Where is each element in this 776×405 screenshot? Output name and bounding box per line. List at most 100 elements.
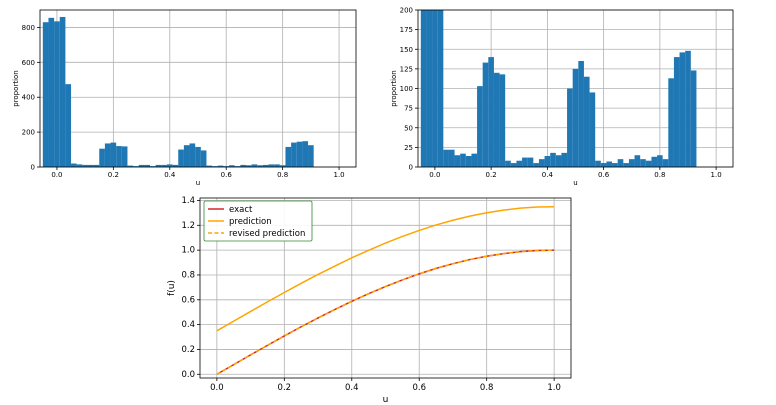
histogram-bar xyxy=(668,78,674,167)
histogram-bar xyxy=(172,164,179,167)
legend-box xyxy=(203,200,313,242)
histogram-bar xyxy=(42,22,49,168)
histogram-bar xyxy=(302,141,309,167)
axes-frame xyxy=(199,197,572,379)
histogram-bar xyxy=(183,145,190,167)
y-tick-label: 0.6 xyxy=(181,295,195,305)
y-tick-label: 25 xyxy=(404,144,413,152)
histogram-bar xyxy=(477,86,483,167)
y-tick-label: 1.0 xyxy=(181,246,195,256)
x-axis-label: u xyxy=(573,179,577,187)
histogram-bar xyxy=(555,155,562,167)
histogram-left: 0.0 0.2 0.4 0.6 0.8 1.0 0 200 400 600 800 u propo… xyxy=(12,9,357,187)
histogram-bar xyxy=(673,57,680,167)
histogram-bar xyxy=(595,160,601,167)
histogram-bar xyxy=(471,153,478,167)
histogram-bar xyxy=(432,10,438,167)
histogram-bar xyxy=(54,21,60,168)
y-tick-label: 0.4 xyxy=(181,320,195,330)
x-ticks: 0.0 0.2 0.4 0.6 0.8 1.0 xyxy=(429,167,722,179)
x-ticks: 0.0 0.2 0.4 0.6 0.8 1.0 xyxy=(51,167,345,179)
y-ticks: 0 200 400 600 800 xyxy=(22,24,40,172)
histogram-bar xyxy=(206,165,213,167)
histogram-bar xyxy=(308,145,314,167)
series-line-revised-prediction xyxy=(216,249,555,375)
histogram-bar xyxy=(138,164,145,167)
histogram-bar xyxy=(606,161,613,167)
histogram-bar xyxy=(59,16,66,167)
histogram-bar xyxy=(251,164,258,167)
y-tick-label: 600 xyxy=(22,59,35,67)
x-axis-label: u xyxy=(383,395,389,405)
axes-frame xyxy=(39,9,357,168)
y-tick-label: 150 xyxy=(400,46,413,54)
histogram-bar xyxy=(155,164,162,167)
y-tick-label: 800 xyxy=(22,24,35,32)
histogram-bar xyxy=(460,153,466,167)
histogram-bar xyxy=(87,164,94,167)
histogram-bar xyxy=(426,10,433,167)
y-tick-label: 75 xyxy=(404,105,413,113)
histogram-bar xyxy=(589,92,596,167)
x-tick-label: 1.0 xyxy=(334,171,345,179)
x-tick-label: 0.8 xyxy=(654,171,665,179)
legend-label: prediction xyxy=(229,217,272,227)
x-tick-label: 0.4 xyxy=(345,383,359,393)
histogram-bar xyxy=(291,142,297,167)
histogram-bar xyxy=(493,72,500,167)
histogram-bar xyxy=(572,68,579,167)
histogram-bar xyxy=(189,143,196,167)
y-tick-label: 1.4 xyxy=(181,196,195,206)
histogram-bar xyxy=(640,159,646,167)
legend-label: exact xyxy=(229,205,253,215)
x-tick-label: 0.0 xyxy=(210,383,224,393)
histogram-right: 0.0 0.2 0.4 0.6 0.8 1.0 0 25 50 75 100 125 150 175 20… xyxy=(390,7,734,187)
histogram-bar xyxy=(161,164,167,167)
y-tick-label: 0.8 xyxy=(181,270,195,280)
histogram-bar xyxy=(223,166,230,167)
histogram-bar xyxy=(561,152,568,167)
histogram-bar xyxy=(583,76,590,167)
histogram-bar xyxy=(217,165,224,167)
line-chart: 0.0 0.2 0.4 0.6 0.8 1.0 0.0 0.2 0.4 0.6 0.8 1.0 1.2… xyxy=(167,196,572,405)
y-tick-label: 200 xyxy=(22,129,35,137)
histogram-bar xyxy=(121,146,128,167)
histogram-bar xyxy=(144,164,151,167)
y-tick-label: 0 xyxy=(409,164,413,172)
histogram-bar xyxy=(437,10,444,167)
x-tick-label: 0.4 xyxy=(164,171,176,179)
histogram-bar xyxy=(533,163,539,167)
histogram-bar xyxy=(127,165,134,167)
x-tick-label: 0.6 xyxy=(412,383,426,393)
histogram-bar xyxy=(420,10,427,167)
x-tick-label: 0.2 xyxy=(278,383,292,393)
histogram-bar xyxy=(550,152,556,167)
x-tick-label: 0.0 xyxy=(51,171,62,179)
y-tick-label: 200 xyxy=(400,7,413,15)
y-tick-label: 0.2 xyxy=(181,345,195,355)
x-tick-label: 0.2 xyxy=(486,171,497,179)
y-tick-label: 1.2 xyxy=(181,221,195,231)
y-tick-label: 0.0 xyxy=(181,370,195,380)
y-ticks: 0.0 0.2 0.4 0.6 0.8 1.0 1.2 1.4 xyxy=(181,196,200,380)
histogram-bar xyxy=(623,163,629,167)
histogram-bar xyxy=(110,142,117,167)
series-line-prediction xyxy=(216,205,555,332)
histogram-bar xyxy=(651,156,658,167)
bars xyxy=(420,10,697,167)
histogram-bar xyxy=(212,166,218,167)
x-tick-label: 0.2 xyxy=(108,171,119,179)
histogram-bar xyxy=(257,165,263,167)
histogram-bar xyxy=(279,165,286,167)
x-tick-label: 0.8 xyxy=(480,383,494,393)
bars xyxy=(42,16,314,168)
histogram-bar xyxy=(510,163,517,167)
y-tick-label: 50 xyxy=(404,124,413,132)
histogram-bar xyxy=(634,155,641,167)
histogram-bar xyxy=(76,164,83,167)
legend: exact prediction revised prediction xyxy=(203,200,313,242)
series-line-exact xyxy=(216,249,555,375)
histogram-bar xyxy=(150,166,156,167)
histogram-bar xyxy=(274,164,280,167)
y-tick-label: 400 xyxy=(22,94,35,102)
